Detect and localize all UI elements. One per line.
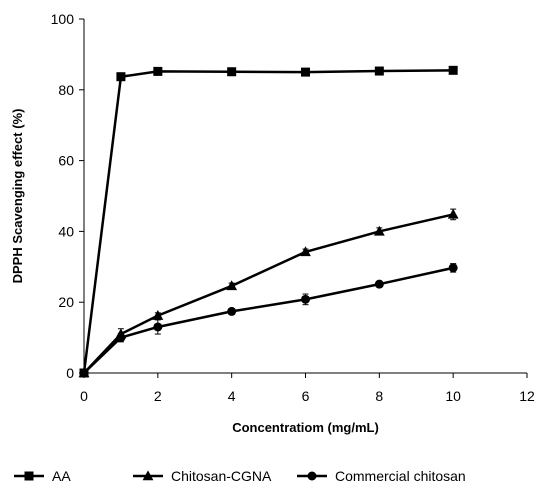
y-axis-ticks: 0 20 40 60 80 100 [51,11,84,381]
legend-item: AA [14,468,71,484]
y-tick-label: 20 [58,294,74,310]
data-point [116,333,126,343]
y-tick-label: 80 [58,82,74,98]
data-point [153,322,163,332]
data-point [300,246,311,257]
series-line [83,266,454,374]
y-tick-label: 40 [58,223,74,239]
series-line [82,69,454,374]
data-point [226,280,238,291]
x-tick-label: 2 [154,388,162,404]
legend-label: AA [52,468,71,484]
data-point [301,294,310,304]
data-point [448,263,458,273]
data-point [227,67,237,77]
legend-marker [142,470,154,481]
data-point [374,279,384,289]
legend: AA Chitosan-CGNA Commercial chitosan [14,468,466,484]
data-point [79,368,89,378]
legend-item: Chitosan-CGNA [133,468,272,484]
x-tick-label: 0 [80,388,88,404]
data-point [116,72,126,82]
data-point [374,66,384,76]
series-line [83,213,454,374]
legend-item: Commercial chitosan [297,468,466,484]
x-tick-label: 10 [445,388,461,404]
x-tick-label: 6 [302,388,310,404]
data-point [373,225,385,236]
x-axis-title: Concentratiom (mg/mL) [232,420,379,435]
series-chitosan-cgna [78,208,459,378]
data-point [301,67,310,77]
y-tick-label: 100 [51,11,75,27]
y-tick-label: 60 [58,153,74,169]
data-point [153,66,163,76]
data-point [152,309,164,320]
legend-label: Commercial chitosan [335,468,466,484]
x-axis-ticks: 0 2 4 6 8 10 12 [80,373,535,404]
legend-marker [307,471,317,481]
x-tick-label: 4 [228,388,236,404]
y-axis-title: DPPH Scavenging effect (%) [10,109,25,284]
y-tick-label: 0 [66,365,74,381]
data-point [227,306,237,316]
legend-label: Chitosan-CGNA [171,468,272,484]
x-tick-label: 12 [519,388,535,404]
x-tick-label: 8 [375,388,383,404]
data-point [447,208,459,219]
series-aa [79,65,458,378]
legend-marker [24,471,34,481]
data-point [448,65,458,75]
series-layer [78,65,459,378]
series-commercial-chitosan [79,263,458,378]
